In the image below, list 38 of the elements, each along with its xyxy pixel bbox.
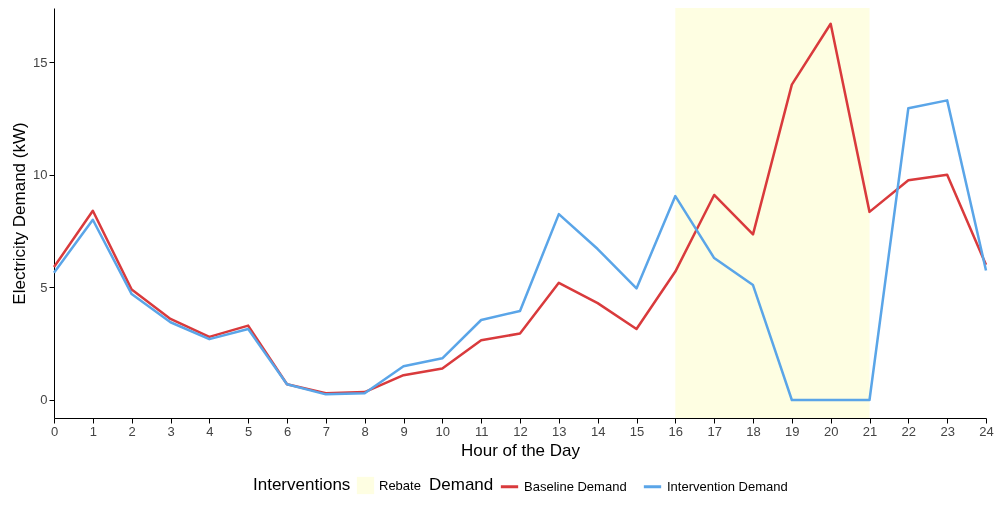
- y-tick-label: 5: [40, 279, 48, 295]
- x-tick-label: 10: [435, 423, 451, 439]
- y-axis-title: Electricity Demand (kW): [10, 122, 30, 305]
- legend-label: Rebate: [379, 477, 421, 493]
- x-tick-label: 5: [245, 423, 253, 439]
- x-tick-label: 17: [707, 423, 722, 439]
- x-tick-label: 0: [50, 423, 59, 439]
- x-tick-label: 19: [785, 423, 800, 439]
- y-tick-label: 0: [40, 392, 48, 408]
- x-tick-label: 23: [940, 423, 955, 439]
- legend-label: Intervention Demand: [667, 478, 788, 494]
- x-tick-label: 21: [862, 423, 878, 439]
- x-tick-label: 12: [513, 423, 528, 439]
- x-tick-label: 7: [322, 423, 330, 439]
- x-tick-label: 20: [823, 423, 839, 439]
- line-series: [52, 99, 988, 402]
- x-tick-label: 14: [590, 423, 606, 439]
- y-tick-label: 15: [33, 54, 48, 70]
- x-tick-label: 1: [89, 423, 97, 439]
- text: Demand: [429, 475, 494, 494]
- x-tick-label: 6: [283, 423, 292, 439]
- x-tick-label: 11: [474, 423, 489, 439]
- x-tick-label: 22: [901, 423, 917, 439]
- x-tick-label: 13: [552, 423, 567, 439]
- x-tick-label: 9: [400, 423, 408, 439]
- x-tick-label: 2: [128, 423, 136, 439]
- x-tick-label: 15: [629, 423, 645, 439]
- x-tick-label: 24: [979, 423, 994, 439]
- line-series: [52, 22, 988, 395]
- x-tick-label: 18: [746, 423, 761, 439]
- x-tick-label: 16: [668, 423, 684, 439]
- text: Interventions: [253, 475, 351, 494]
- x-tick-label: 3: [167, 423, 175, 439]
- y-tick-label: 10: [33, 167, 48, 183]
- x-tick-label: 8: [361, 423, 369, 439]
- legend-label: Baseline Demand: [524, 478, 627, 494]
- x-axis-title: Hour of the Day: [460, 440, 581, 460]
- x-tick-label: 4: [206, 423, 214, 439]
